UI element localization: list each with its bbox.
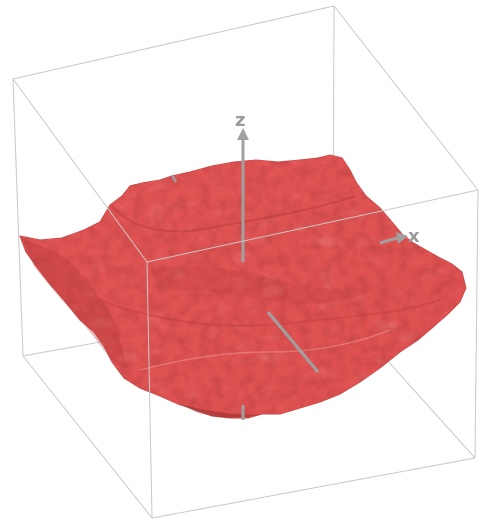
box-edge: [151, 457, 476, 519]
y-axis-line: [266, 311, 320, 373]
z-axis-arrowhead: [237, 128, 249, 140]
box-edge: [12, 78, 148, 263]
box-edge: [12, 5, 335, 80]
surface-shadow-fold: [150, 266, 380, 304]
x-axis-line: [379, 236, 398, 245]
x-axis-arrowhead: [396, 232, 408, 244]
box-edge: [22, 355, 153, 519]
x-axis-label: x: [408, 226, 420, 247]
surface-ridge: [111, 195, 357, 233]
axes: z x: [170, 110, 420, 420]
surface-shadow-fold: [180, 404, 262, 418]
box-edge: [146, 189, 479, 263]
surface-shadow-fold: [22, 238, 128, 369]
y-axis-far-stub: [170, 174, 178, 183]
z-axis-label: z: [235, 110, 245, 131]
terrain-surface[interactable]: [19, 154, 467, 419]
bounding-box-front-edges: [12, 78, 479, 519]
surface-ridge: [139, 329, 391, 371]
box-edge: [333, 5, 479, 191]
box-edge: [146, 261, 153, 519]
box-edge: [474, 189, 479, 459]
box-edge: [12, 78, 24, 357]
surface-highlights: [20, 155, 466, 418]
